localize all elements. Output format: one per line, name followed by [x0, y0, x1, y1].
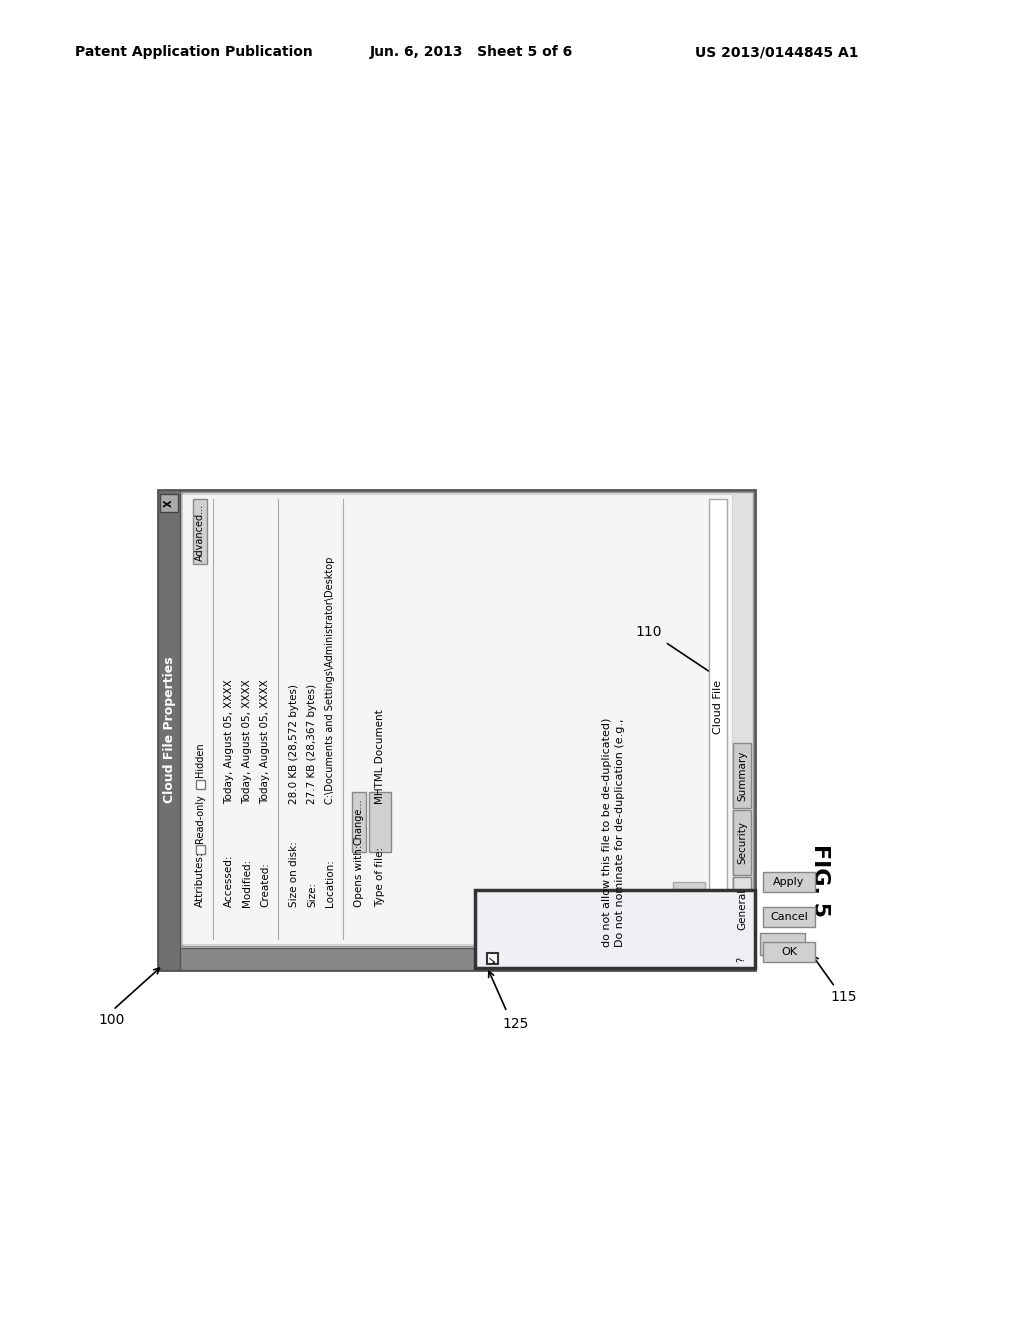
Polygon shape: [158, 490, 755, 970]
Text: Do not nominate for de-duplication (e.g.,: Do not nominate for de-duplication (e.g.…: [615, 718, 625, 946]
Polygon shape: [733, 743, 751, 808]
Text: Advanced...: Advanced...: [195, 503, 205, 561]
Polygon shape: [487, 953, 498, 964]
Polygon shape: [475, 890, 755, 968]
Text: Cancel: Cancel: [770, 912, 808, 921]
Text: US 2013/0144845 A1: US 2013/0144845 A1: [695, 45, 858, 59]
Text: Location:: Location:: [325, 859, 335, 907]
Text: Hidden: Hidden: [195, 742, 205, 777]
Polygon shape: [196, 780, 205, 789]
Text: MHTML Document: MHTML Document: [375, 709, 385, 804]
Text: General: General: [737, 888, 746, 931]
FancyBboxPatch shape: [763, 907, 815, 927]
Polygon shape: [709, 499, 727, 913]
Text: 27.7 KB (28,367 bytes): 27.7 KB (28,367 bytes): [307, 684, 317, 804]
Text: Jun. 6, 2013   Sheet 5 of 6: Jun. 6, 2013 Sheet 5 of 6: [370, 45, 573, 59]
Text: Type of file:: Type of file:: [375, 847, 385, 907]
Polygon shape: [733, 950, 749, 968]
Polygon shape: [369, 792, 391, 851]
Text: C:\Documents and Settings\Administrator\Desktop: C:\Documents and Settings\Administrator\…: [325, 557, 335, 804]
Text: Patent Application Publication: Patent Application Publication: [75, 45, 312, 59]
Text: Size on disk:: Size on disk:: [289, 841, 299, 907]
Text: Modified:: Modified:: [242, 859, 252, 907]
FancyBboxPatch shape: [763, 873, 815, 892]
Text: ?: ?: [736, 957, 746, 961]
Text: Security: Security: [737, 821, 746, 865]
Polygon shape: [733, 876, 751, 942]
Text: Attributes:: Attributes:: [195, 851, 205, 907]
Polygon shape: [673, 882, 705, 913]
Polygon shape: [182, 494, 732, 944]
Polygon shape: [760, 933, 805, 954]
Text: Today, August 05, XXXX: Today, August 05, XXXX: [242, 680, 252, 804]
Polygon shape: [160, 494, 178, 512]
Text: Cloud File: Cloud File: [713, 680, 723, 734]
Text: FIG. 5: FIG. 5: [810, 843, 830, 916]
Text: Opens with:: Opens with:: [354, 845, 364, 907]
Polygon shape: [193, 499, 207, 564]
Text: Read-only: Read-only: [195, 795, 205, 843]
Text: Cloud File Properties: Cloud File Properties: [163, 656, 175, 804]
Text: Accessed:: Accessed:: [224, 854, 234, 907]
Polygon shape: [182, 492, 753, 946]
Text: Created:: Created:: [260, 862, 270, 907]
Text: Size:: Size:: [307, 882, 317, 907]
FancyBboxPatch shape: [763, 942, 815, 962]
Text: 115: 115: [830, 990, 856, 1005]
Text: OK: OK: [781, 946, 797, 957]
Text: 125: 125: [502, 1016, 528, 1031]
Text: 100: 100: [98, 1012, 124, 1027]
Polygon shape: [180, 948, 755, 970]
Text: Today, August 05, XXXX: Today, August 05, XXXX: [260, 680, 270, 804]
Text: do not allow this file to be de-duplicated): do not allow this file to be de-duplicat…: [602, 718, 612, 946]
Polygon shape: [733, 810, 751, 875]
Text: 28.0 KB (28,572 bytes): 28.0 KB (28,572 bytes): [289, 684, 299, 804]
Polygon shape: [158, 490, 180, 970]
Text: ✓: ✓: [487, 954, 498, 964]
Text: Change...: Change...: [354, 799, 364, 845]
Text: X: X: [164, 499, 174, 507]
Polygon shape: [196, 845, 205, 854]
Text: 110: 110: [635, 624, 662, 639]
Polygon shape: [352, 792, 366, 851]
Text: Apply: Apply: [773, 876, 805, 887]
Text: Summary: Summary: [737, 750, 746, 801]
Text: Today, August 05, XXXX: Today, August 05, XXXX: [224, 680, 234, 804]
